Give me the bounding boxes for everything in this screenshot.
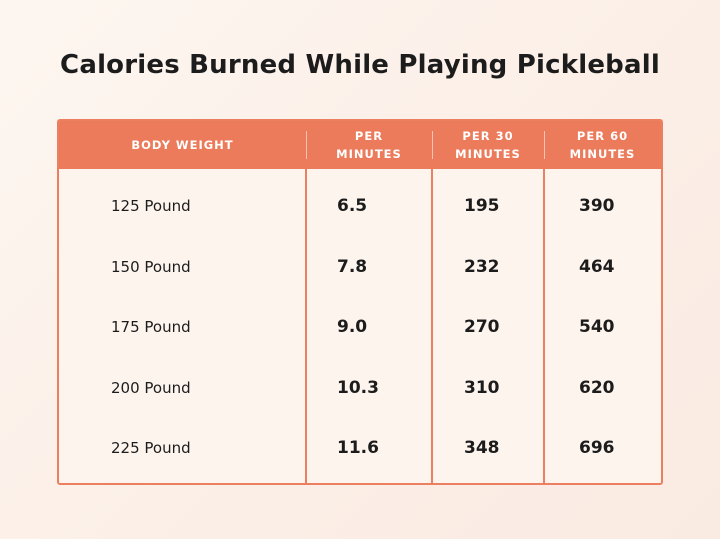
page-title: Calories Burned While Playing Pickleball	[60, 50, 660, 80]
column-header-label: PER 30 MINUTES	[455, 129, 521, 161]
column-divider	[431, 169, 433, 483]
calorie-value-cell: 620	[579, 378, 615, 398]
body-weight-cell: 150 Pound	[111, 258, 191, 276]
calorie-value-cell: 6.5	[337, 196, 368, 216]
column-divider	[305, 169, 307, 483]
header-divider	[544, 131, 545, 159]
column-header-label: PER MINUTES	[336, 129, 402, 161]
column-header-3: PER 60 MINUTES	[544, 121, 661, 169]
calorie-value-cell: 7.8	[337, 257, 368, 277]
column-header-2: PER 30 MINUTES	[432, 121, 544, 169]
header-divider	[432, 131, 433, 159]
calorie-value-cell: 9.0	[337, 317, 368, 337]
calorie-value-cell: 540	[579, 317, 615, 337]
calorie-value-cell: 696	[579, 438, 615, 458]
calorie-value-cell: 270	[464, 317, 500, 337]
body-weight-cell: 200 Pound	[111, 379, 191, 397]
calorie-table: BODY WEIGHT PER MINUTES PER 30 MINUTES PER …	[57, 119, 663, 485]
column-divider	[543, 169, 545, 483]
calorie-value-cell: 195	[464, 196, 500, 216]
calorie-value-cell: 464	[579, 257, 615, 277]
column-header-label: PER 60 MINUTES	[569, 129, 636, 161]
calorie-value-cell: 310	[464, 378, 500, 398]
body-weight-cell: 175 Pound	[111, 318, 191, 336]
table-header: BODY WEIGHT PER MINUTES PER 30 MINUTES PER …	[59, 121, 661, 169]
column-header-label: BODY WEIGHT	[131, 138, 234, 152]
column-header-0: BODY WEIGHT	[59, 121, 306, 169]
body-weight-cell: 225 Pound	[111, 439, 191, 457]
calorie-value-cell: 390	[579, 196, 615, 216]
body-weight-cell: 125 Pound	[111, 197, 191, 215]
calorie-value-cell: 11.6	[337, 438, 379, 458]
calorie-value-cell: 348	[464, 438, 500, 458]
column-header-1: PER MINUTES	[306, 121, 432, 169]
header-divider	[306, 131, 307, 159]
calorie-value-cell: 10.3	[337, 378, 379, 398]
calorie-value-cell: 232	[464, 257, 500, 277]
